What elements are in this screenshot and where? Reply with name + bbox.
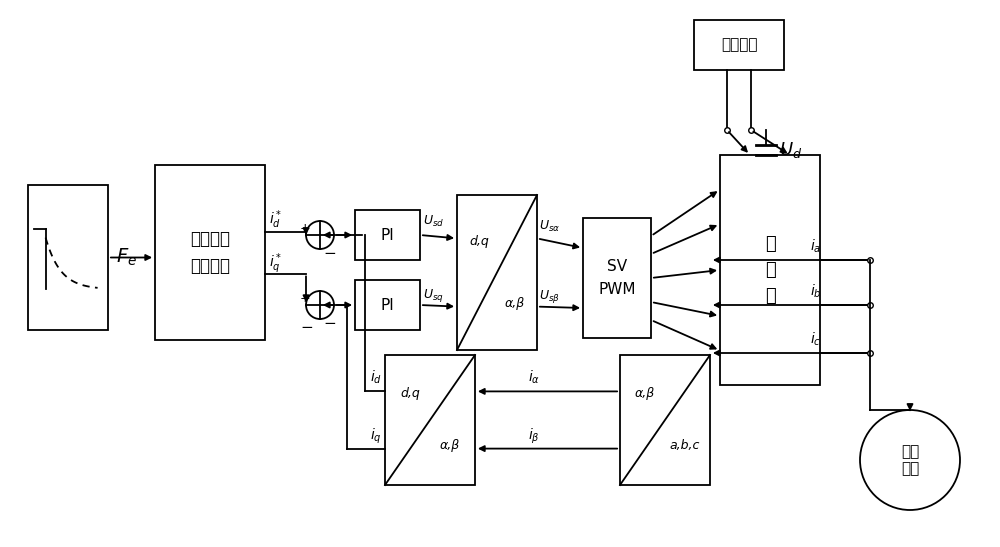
Text: $i_c$: $i_c$ <box>810 330 821 348</box>
Text: $U_d$: $U_d$ <box>779 140 802 160</box>
Text: +: + <box>300 222 311 235</box>
Circle shape <box>306 291 334 319</box>
Text: −: − <box>323 317 336 331</box>
Text: 直线
电机: 直线 电机 <box>901 444 919 476</box>
Text: PI: PI <box>381 228 394 242</box>
Bar <box>720 155 820 385</box>
Text: α,β: α,β <box>504 297 525 310</box>
Text: SV
PWM: SV PWM <box>598 259 636 296</box>
Bar <box>28 185 108 330</box>
Text: PI: PI <box>381 298 394 312</box>
Text: $i_b$: $i_b$ <box>810 282 822 300</box>
Text: α,β: α,β <box>440 439 460 452</box>
Bar <box>155 165 265 340</box>
Bar <box>694 20 784 70</box>
Text: $i_q$: $i_q$ <box>370 427 382 446</box>
Bar <box>583 218 651 338</box>
Bar <box>620 355 710 485</box>
Text: $i_d^*$: $i_d^*$ <box>269 208 282 231</box>
Text: $i_q^*$: $i_q^*$ <box>269 251 282 276</box>
Text: $i_d$: $i_d$ <box>370 369 382 386</box>
Bar <box>457 195 537 350</box>
Text: $U_{sq}$: $U_{sq}$ <box>423 287 444 304</box>
Bar <box>355 280 420 330</box>
Text: $i_{\beta}$: $i_{\beta}$ <box>528 427 539 446</box>
Bar <box>355 210 420 260</box>
Text: $U_{s\beta}$: $U_{s\beta}$ <box>539 288 560 305</box>
Text: a,b,c: a,b,c <box>670 439 700 452</box>
Text: $i_a$: $i_a$ <box>810 237 821 255</box>
Text: −: − <box>323 247 336 261</box>
Text: d,q: d,q <box>400 387 420 400</box>
Bar <box>385 355 475 485</box>
Text: 直流电源: 直流电源 <box>721 38 757 53</box>
Text: 矢量控制
给定计算: 矢量控制 给定计算 <box>190 230 230 275</box>
Text: $i_{\alpha}$: $i_{\alpha}$ <box>528 369 540 386</box>
Text: α,β: α,β <box>635 387 655 400</box>
Text: d,q: d,q <box>470 235 489 248</box>
Text: $U_{s\alpha}$: $U_{s\alpha}$ <box>539 219 560 234</box>
Text: +: + <box>300 292 311 305</box>
Circle shape <box>860 410 960 510</box>
Text: $F_e$: $F_e$ <box>116 247 137 268</box>
Text: $U_{sd}$: $U_{sd}$ <box>423 213 444 229</box>
Circle shape <box>306 221 334 249</box>
Text: 逆
变
器: 逆 变 器 <box>765 235 775 305</box>
Text: −: − <box>300 319 313 335</box>
